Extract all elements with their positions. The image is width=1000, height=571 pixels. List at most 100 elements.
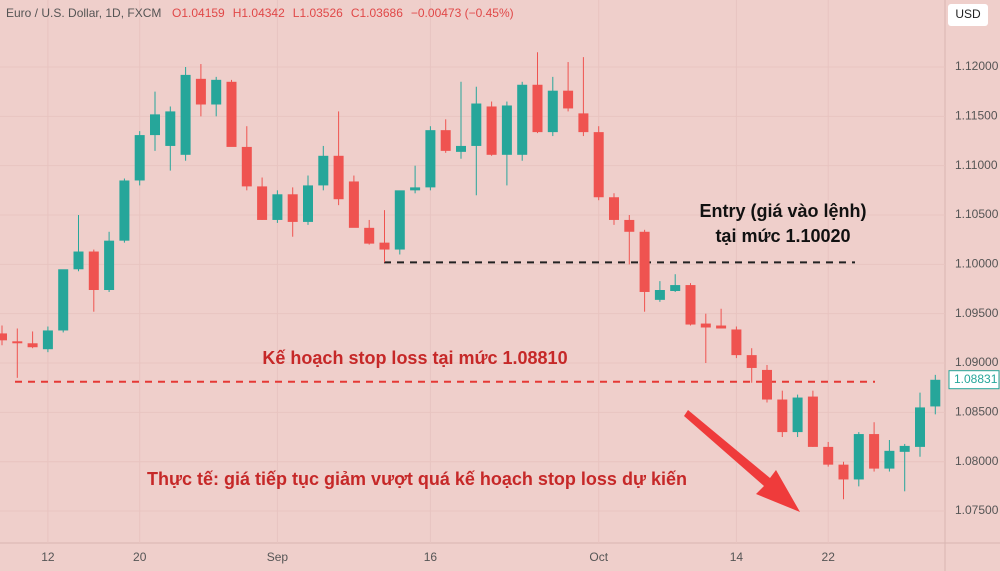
candle-body <box>348 181 359 228</box>
y-tick-label: 1.11500 <box>955 109 998 123</box>
grid <box>0 0 945 543</box>
candle-body <box>746 355 757 368</box>
candle-body <box>364 227 375 244</box>
ohlc-value: C1.03686 <box>351 6 403 20</box>
x-tick-label: 16 <box>424 550 438 564</box>
candle-body <box>823 446 834 465</box>
candle-body <box>12 341 23 344</box>
candle-body <box>578 113 589 133</box>
candle-body <box>486 106 497 155</box>
candle-body <box>379 242 390 250</box>
x-tick-label: 20 <box>133 550 147 564</box>
candle-body <box>241 146 252 187</box>
candle-body <box>150 114 160 136</box>
x-tick-label: 22 <box>822 550 836 564</box>
candle-body <box>670 285 681 291</box>
candle-body <box>180 74 191 155</box>
symbol: Euro / U.S. Dollar, 1D, FXCM <box>6 6 161 20</box>
candle-body <box>287 194 298 222</box>
last-price-label: 1.08831 <box>954 372 998 386</box>
x-tick-label: 12 <box>41 550 55 564</box>
candle-body <box>42 330 53 350</box>
candle-body <box>272 194 283 220</box>
candle-body <box>425 130 436 188</box>
candle-body <box>456 145 466 152</box>
candle-body <box>930 379 941 407</box>
candle-body <box>899 445 910 452</box>
candle-body <box>807 396 818 447</box>
candle-body <box>716 325 727 329</box>
y-tick-label: 1.12000 <box>955 59 999 73</box>
candle-body <box>624 219 635 232</box>
x-tick-label: 14 <box>730 550 744 564</box>
candle-body <box>563 90 574 109</box>
currency[interactable]: USD <box>955 7 981 21</box>
y-tick-label: 1.07500 <box>955 503 999 517</box>
y-tick-label: 1.09000 <box>955 355 999 369</box>
candle-body <box>58 269 69 331</box>
entry-title: Entry (giá vào lệnh) <box>699 201 866 221</box>
ohlc-value: H1.04342 <box>233 6 285 20</box>
ohlc-value: O1.04159 <box>172 6 225 20</box>
candle-body <box>853 434 864 480</box>
candle-body <box>119 180 130 241</box>
candle-body <box>869 434 880 469</box>
candle-body <box>700 323 711 328</box>
candle-body <box>915 407 925 447</box>
candle-body <box>318 155 329 186</box>
candle-body <box>134 135 145 181</box>
y-tick-label: 1.08000 <box>955 454 999 468</box>
y-tick-label: 1.10500 <box>955 207 999 221</box>
candle-body <box>517 84 528 155</box>
candle-body <box>165 111 176 146</box>
outcome-note: Thực tế: giá tiếp tục giảm vượt quá kế h… <box>147 469 687 489</box>
candle-body <box>211 79 222 105</box>
candle-body <box>333 155 344 200</box>
stop-loss-note: Kế hoạch stop loss tại mức 1.08810 <box>262 348 567 368</box>
candle-body <box>654 290 665 300</box>
candle-body <box>257 186 268 220</box>
plot <box>0 52 941 500</box>
candle-body <box>532 84 543 133</box>
candle-body <box>731 329 742 356</box>
ohlc-header: O1.04159 H1.04342 L1.03526 C1.03686 −0.00473… <box>172 6 514 20</box>
candle-body <box>609 197 619 220</box>
x-tick-label: Oct <box>589 550 608 564</box>
y-tick-label: 1.08500 <box>955 405 999 419</box>
candle-body <box>73 251 84 270</box>
candle-body <box>777 399 788 433</box>
candle-body <box>593 132 604 198</box>
candle-body <box>501 105 512 155</box>
y-tick-label: 1.11000 <box>955 158 998 172</box>
candle-body <box>639 231 650 292</box>
entry-level: tại mức 1.10020 <box>715 226 850 246</box>
ohlc-value: L1.03526 <box>293 6 343 20</box>
candle-body <box>303 185 313 222</box>
candle-body <box>884 450 895 469</box>
candle-body <box>792 397 803 433</box>
candle-body <box>838 464 849 480</box>
x-tick-label: Sep <box>267 550 289 564</box>
ohlc-value: −0.00473 (−0.45%) <box>411 6 514 20</box>
candle-body <box>104 240 115 291</box>
candle-body <box>27 343 38 348</box>
candle-body <box>88 251 99 291</box>
candle-body <box>471 103 482 146</box>
candle-body <box>0 333 7 341</box>
y-tick-label: 1.10000 <box>955 257 999 271</box>
candle-body <box>195 78 206 105</box>
candle-body <box>226 81 237 147</box>
candle-body <box>410 187 421 191</box>
last-price-tag <box>948 370 1000 390</box>
candle-body <box>394 190 405 250</box>
arrow <box>684 410 800 512</box>
y-tick-label: 1.09500 <box>955 306 999 320</box>
candle-body <box>685 285 696 325</box>
candle-body <box>762 369 772 400</box>
candle-body <box>547 90 558 133</box>
candle-body <box>440 130 451 151</box>
currency-button[interactable] <box>948 4 988 26</box>
